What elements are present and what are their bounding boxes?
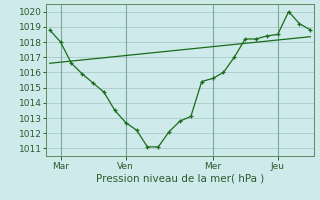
X-axis label: Pression niveau de la mer( hPa ): Pression niveau de la mer( hPa ) xyxy=(96,173,264,183)
